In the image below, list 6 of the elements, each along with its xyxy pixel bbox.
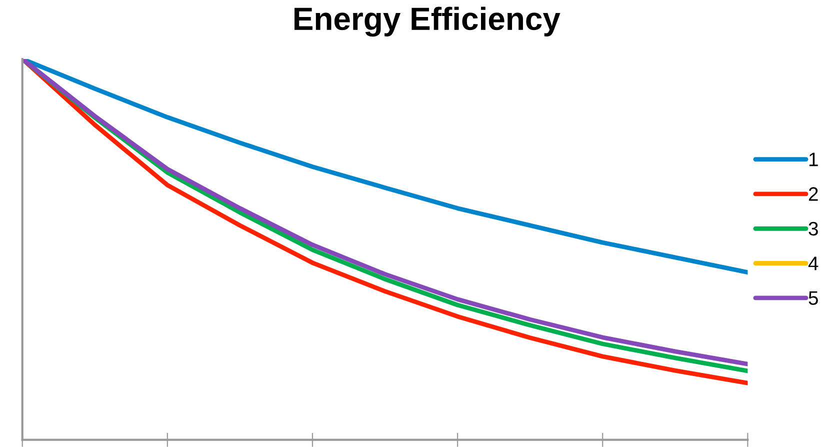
legend-label: 3 xyxy=(808,222,818,236)
legend-label: 2 xyxy=(808,187,818,201)
legend-label: 1 xyxy=(809,152,818,166)
legend-label: 5 xyxy=(808,291,818,305)
legend-label: 4 xyxy=(808,256,818,270)
chart-title: Energy Efficiency xyxy=(294,6,560,37)
